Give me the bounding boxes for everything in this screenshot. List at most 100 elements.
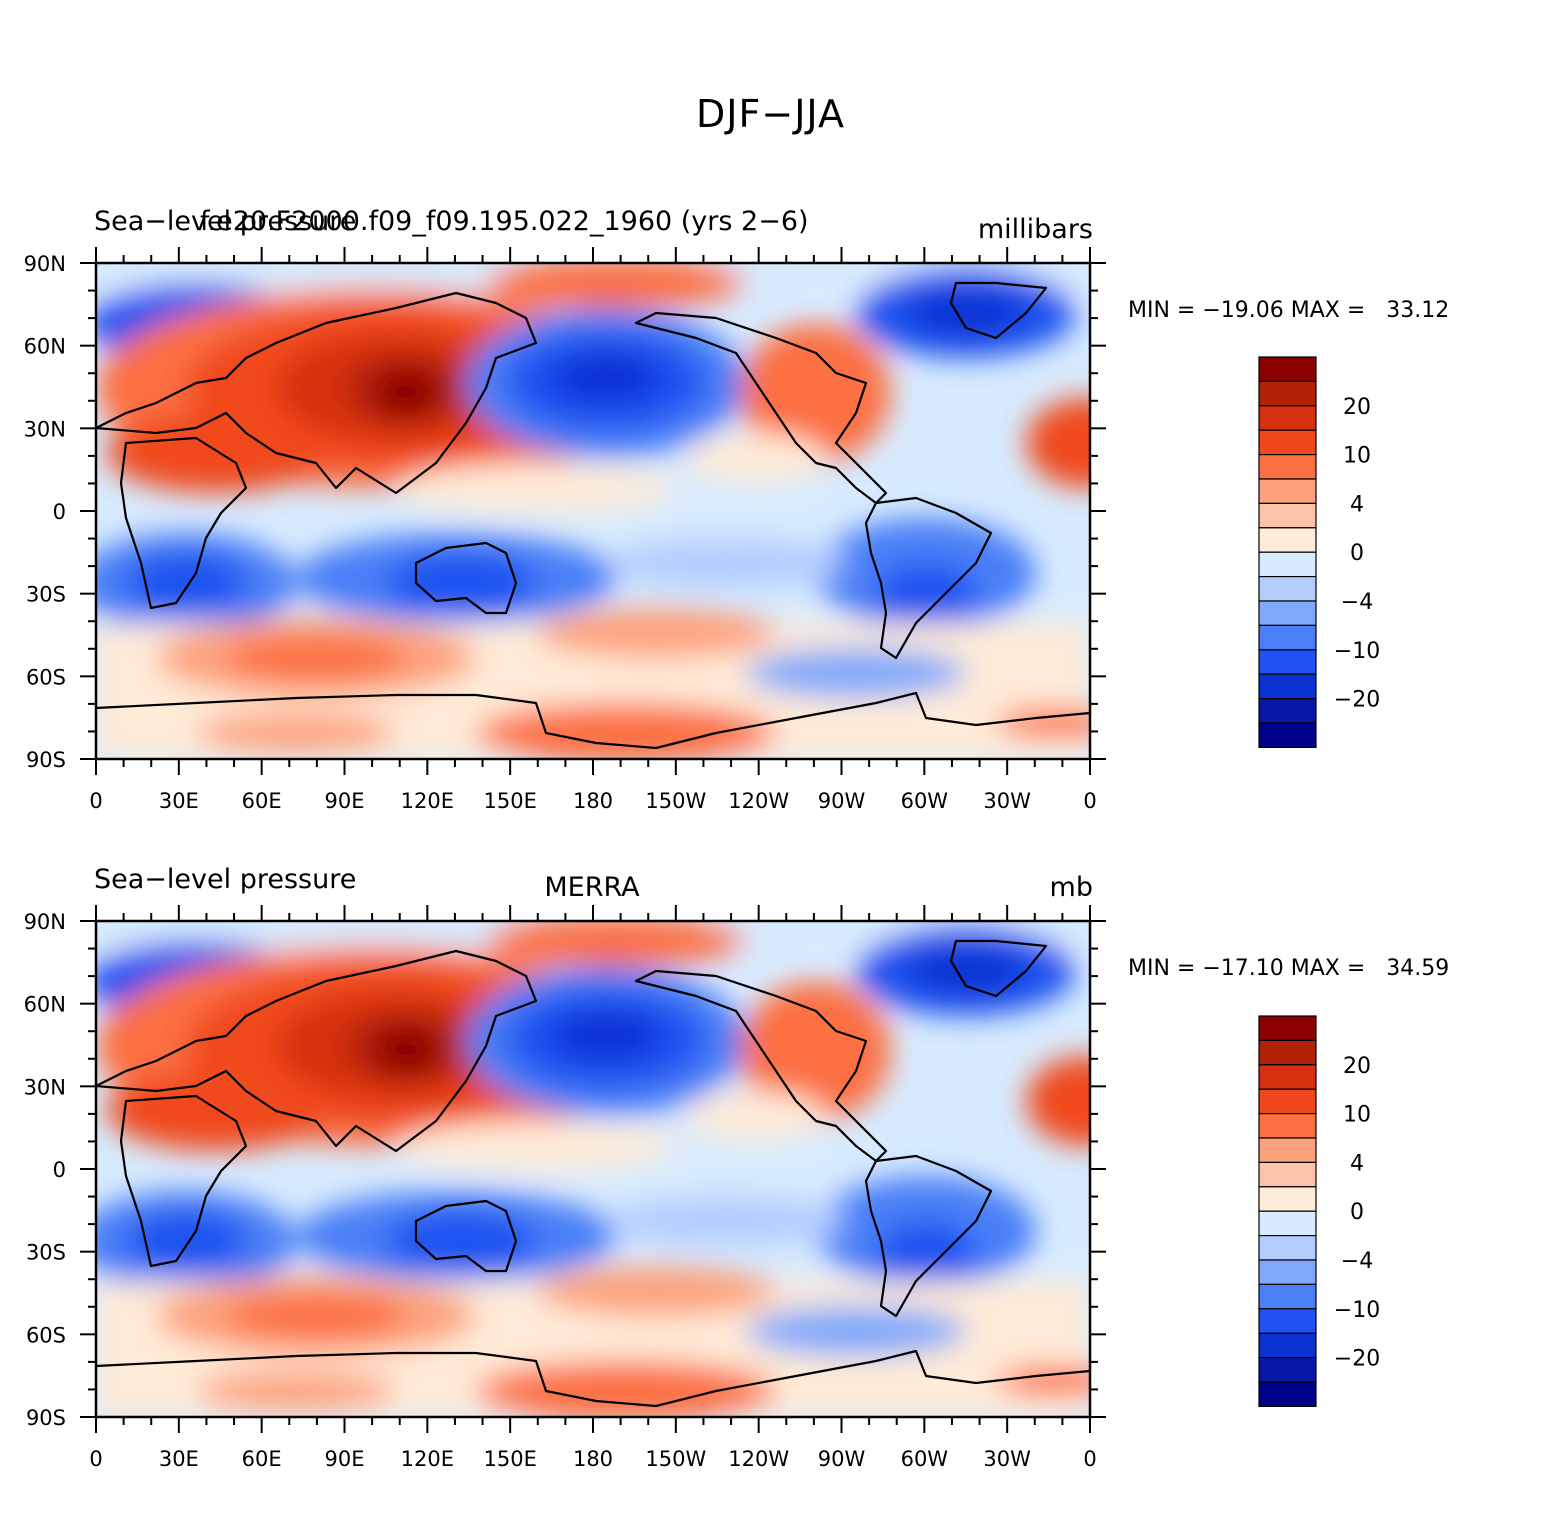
- colorbar-swatch: [1258, 1064, 1317, 1090]
- colorbar-swatch: [1258, 502, 1317, 529]
- colorbar-label: 4: [1350, 1151, 1364, 1176]
- lon-tick-label: 90W: [818, 789, 866, 813]
- bottom-min-max: MIN = −17.10 MAX = 34.59: [1128, 956, 1449, 981]
- top-min-max: MIN = −19.06 MAX = 33.12: [1128, 298, 1449, 323]
- top-map-ticks: [80, 247, 1106, 775]
- colorbar-label: 0: [1350, 1200, 1364, 1225]
- lon-tick-label: 90E: [325, 1447, 365, 1471]
- colorbar-swatch: [1258, 722, 1317, 748]
- lat-tick-label: 30N: [24, 417, 66, 441]
- lon-tick-label: 60E: [242, 789, 282, 813]
- colorbar-swatch: [1258, 649, 1317, 675]
- colorbar-swatch: [1258, 380, 1317, 407]
- colorbar-swatch: [1258, 1283, 1317, 1310]
- lat-tick-label: 60S: [26, 665, 66, 689]
- colorbar-swatch: [1258, 1332, 1317, 1359]
- top-map: [80, 247, 1106, 775]
- lon-tick-label: 120E: [401, 789, 454, 813]
- top-panel: Sea−level pressure f.e20.F2000.f09_f09.1…: [24, 206, 1450, 813]
- bottom-panel: Sea−level pressure MERRA mb MIN = −17.10…: [24, 864, 1450, 1471]
- lat-tick-label: 30S: [26, 1241, 66, 1265]
- lat-tick-label: 0: [53, 1158, 66, 1182]
- colorbar-label: −20: [1334, 1347, 1380, 1372]
- top-lat-labels: 90N 60N 30N 0 30S 60S 90S: [24, 252, 66, 772]
- lat-tick-label: 60N: [24, 335, 66, 359]
- colorbar-swatch: [1258, 1259, 1317, 1285]
- lon-tick-label: 60W: [901, 789, 949, 813]
- lat-tick-label: 60N: [24, 993, 66, 1017]
- lon-tick-label: 150E: [483, 1447, 536, 1471]
- colorbar-label: −10: [1334, 1298, 1380, 1323]
- top-lon-labels: 0 30E 60E 90E 120E 150E 180 150W 120W 90W 60W 30W 0: [89, 789, 1096, 813]
- colorbar-label: 20: [1343, 1054, 1371, 1079]
- bottom-units: mb: [1050, 872, 1093, 903]
- bottom-map: [80, 905, 1106, 1433]
- lon-tick-label: 150E: [483, 789, 536, 813]
- colorbar-label: 10: [1343, 444, 1371, 469]
- bottom-map-ticks: [80, 905, 1106, 1433]
- lon-tick-label: 0: [1083, 789, 1096, 813]
- lat-tick-label: 90S: [26, 748, 66, 772]
- lon-tick-label: 120E: [401, 1447, 454, 1471]
- colorbar-swatch: [1258, 1088, 1317, 1115]
- colorbar-label: 10: [1343, 1103, 1371, 1128]
- bottom-lon-labels: 0 30E 60E 90E 120E 150E 180 150W 120W 90W 60W 30W 0: [89, 1447, 1096, 1471]
- lat-tick-label: 90S: [26, 1406, 66, 1430]
- top-colorbar: 20 10 4 0 −4 −10 −20: [1258, 356, 1380, 748]
- colorbar-swatch: [1258, 1112, 1317, 1139]
- lat-tick-label: 0: [53, 500, 66, 524]
- colorbar-swatch: [1258, 405, 1317, 431]
- lon-tick-label: 30E: [159, 1447, 199, 1471]
- colorbar-swatch: [1258, 1137, 1317, 1163]
- bottom-colorbar: 20 10 4 0 −4 −10 −20: [1258, 1015, 1380, 1407]
- lat-tick-label: 30S: [26, 583, 66, 607]
- lon-tick-label: 180: [573, 789, 613, 813]
- lon-tick-label: 150W: [645, 789, 706, 813]
- lon-tick-label: 90W: [818, 1447, 866, 1471]
- colorbar-label: −4: [1341, 1249, 1373, 1274]
- colorbar-swatch: [1258, 551, 1317, 578]
- colorbar-swatch: [1258, 1161, 1317, 1188]
- colorbar-label: −10: [1334, 639, 1380, 664]
- colorbar-swatch: [1258, 673, 1317, 700]
- lon-tick-label: 30E: [159, 789, 199, 813]
- colorbar-label: −4: [1341, 590, 1373, 615]
- colorbar-swatch: [1258, 356, 1317, 382]
- colorbar-swatch: [1258, 1308, 1317, 1334]
- bottom-lat-labels: 90N 60N 30N 0 30S 60S 90S: [24, 910, 66, 1430]
- top-left-title: Sea−level pressure: [94, 206, 356, 237]
- colorbar-swatch: [1258, 1210, 1317, 1237]
- colorbar-swatch: [1258, 1015, 1317, 1041]
- colorbar-label: 20: [1343, 395, 1371, 420]
- colorbar-label: −20: [1334, 688, 1380, 713]
- colorbar-swatch: [1258, 576, 1317, 602]
- colorbar-swatch: [1258, 527, 1317, 553]
- colorbar-swatch: [1258, 429, 1317, 456]
- colorbar-swatch: [1258, 1235, 1317, 1261]
- colorbar-swatch: [1258, 600, 1317, 626]
- colorbar-swatch: [1258, 698, 1317, 724]
- lon-tick-label: 150W: [645, 1447, 706, 1471]
- lon-tick-label: 0: [89, 789, 102, 813]
- bottom-center-title: MERRA: [544, 872, 640, 903]
- lat-tick-label: 90N: [24, 252, 66, 276]
- lon-tick-label: 120W: [728, 789, 789, 813]
- lon-tick-label: 0: [1083, 1447, 1096, 1471]
- lon-tick-label: 0: [89, 1447, 102, 1471]
- colorbar-label: 4: [1350, 492, 1364, 517]
- lon-tick-label: 60E: [242, 1447, 282, 1471]
- lat-tick-label: 30N: [24, 1075, 66, 1099]
- lon-tick-label: 120W: [728, 1447, 789, 1471]
- top-center-title: f.e20.F2000.f09_f09.195.022_1960 (yrs 2−…: [200, 206, 809, 237]
- lon-tick-label: 90E: [325, 789, 365, 813]
- colorbar-swatch: [1258, 1357, 1317, 1383]
- colorbar-swatch: [1258, 453, 1317, 480]
- lon-tick-label: 30W: [983, 1447, 1031, 1471]
- colorbar-swatch: [1258, 1039, 1317, 1066]
- lat-tick-label: 60S: [26, 1323, 66, 1347]
- bottom-left-title: Sea−level pressure: [94, 864, 356, 895]
- lon-tick-label: 60W: [901, 1447, 949, 1471]
- colorbar-swatch: [1258, 1381, 1317, 1407]
- colorbar-swatch: [1258, 478, 1317, 504]
